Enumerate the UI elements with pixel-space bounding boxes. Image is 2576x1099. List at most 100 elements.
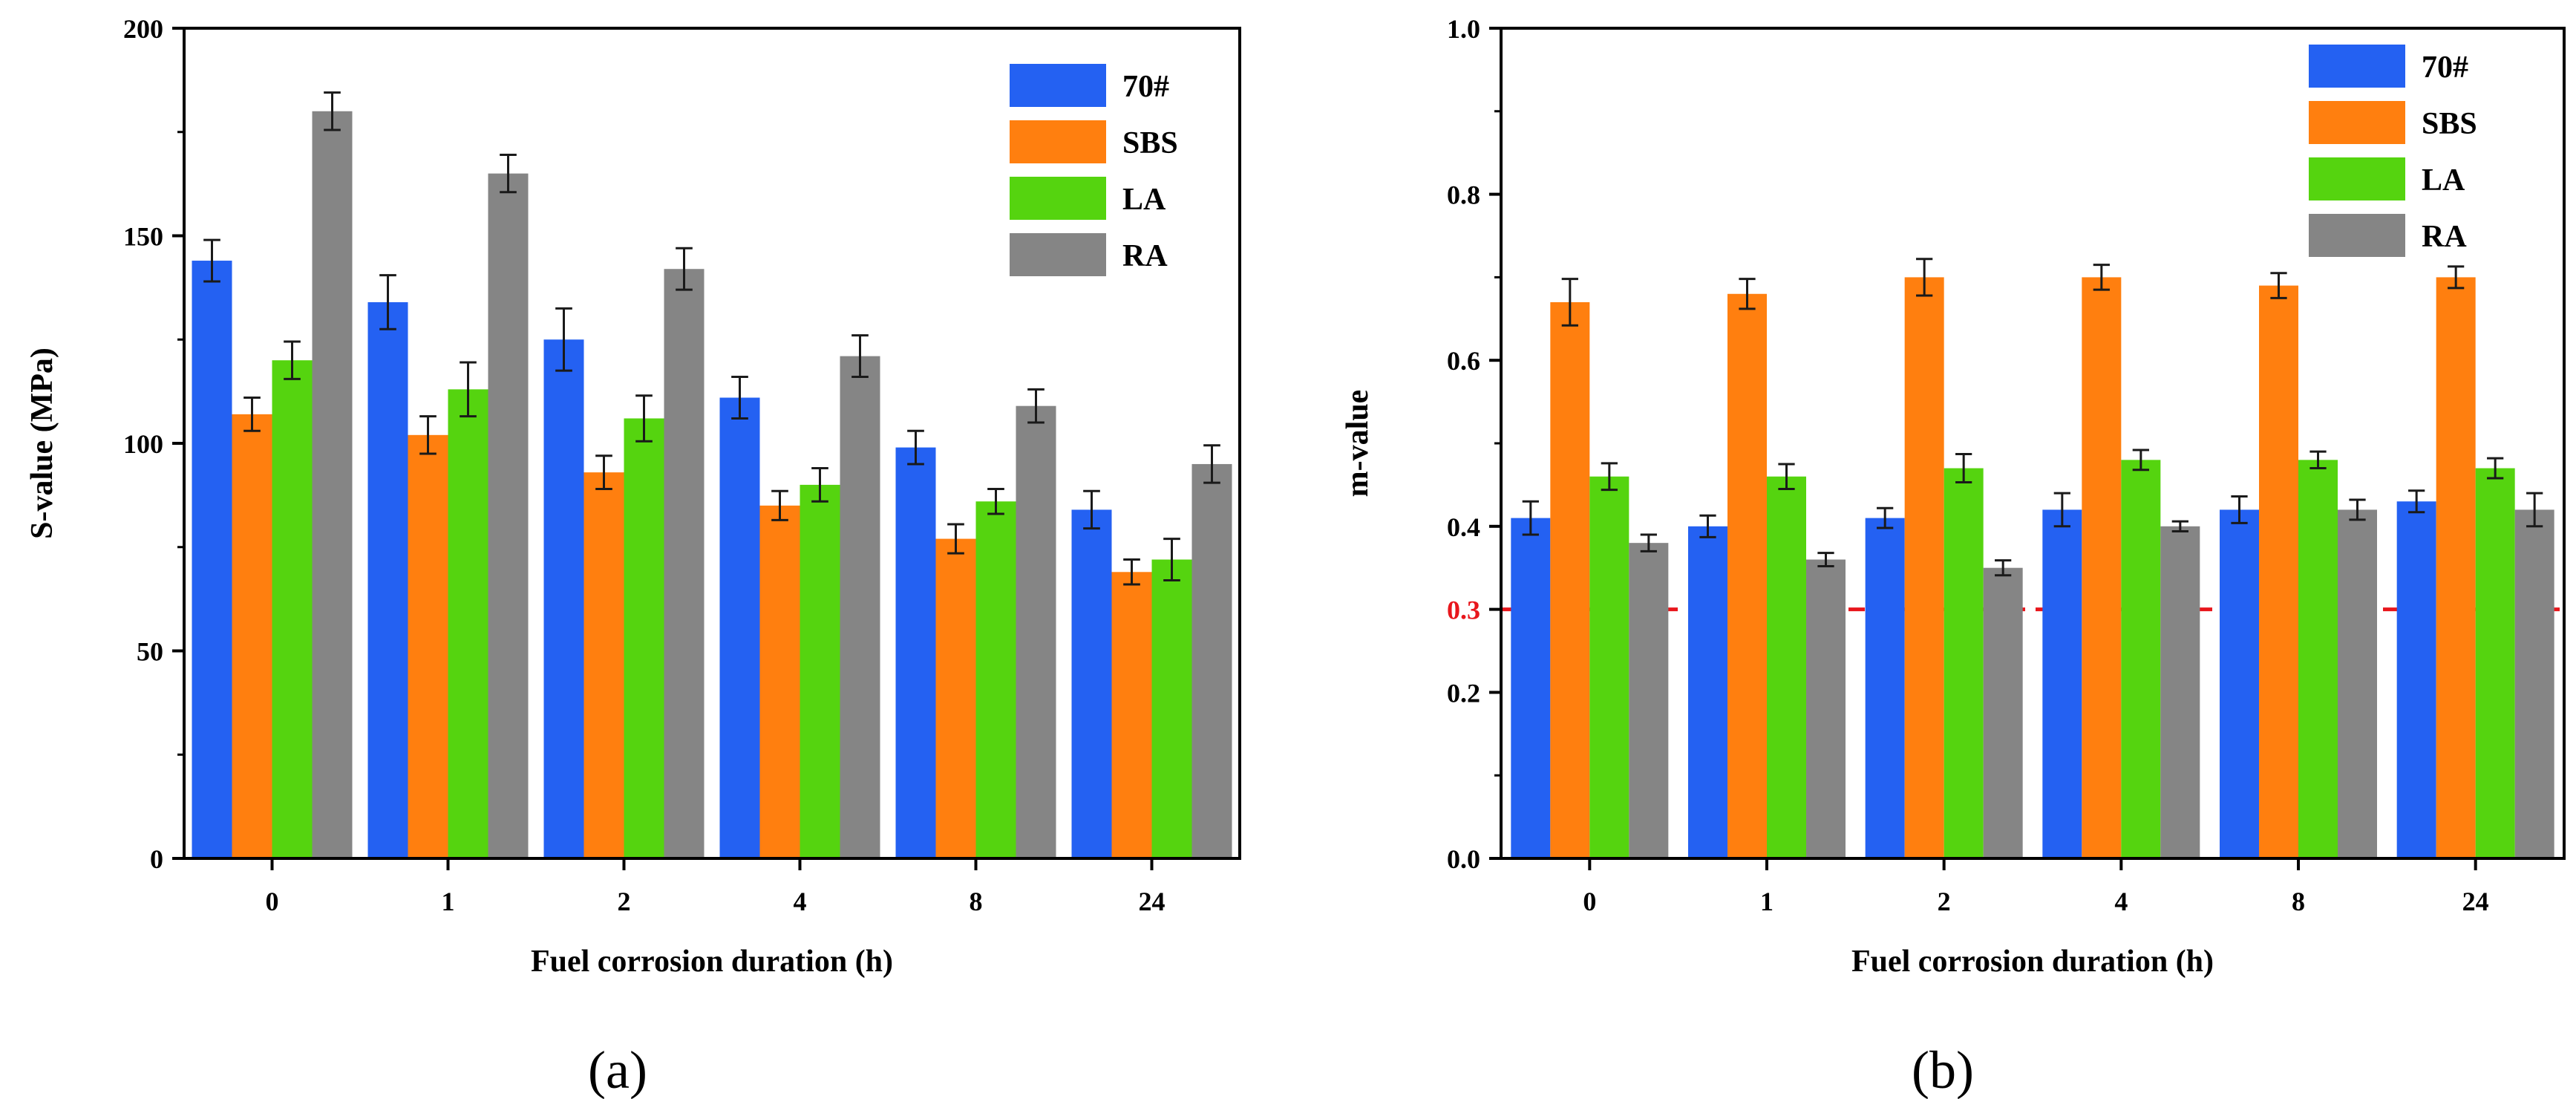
panel-b: 0 1 2 4 8 240.00.20.40.60.81.00.3 m-value Fue… [1341,14,2566,1099]
panel-a-bar [719,397,760,858]
panel-a-error-bar [595,454,612,490]
panel-a-bar [583,472,624,858]
panel-b-bar [2338,509,2377,858]
panel-a-bar [272,360,313,858]
panel-a-x-tick-label: 0 [266,887,279,916]
panel-b-bar [2121,460,2161,858]
panel-a-legend-swatch [1010,233,1106,276]
panel-b-bar [2160,526,2200,858]
panel-b-error-bar [2171,520,2188,533]
panel-a-bar [1111,572,1152,858]
panel-a-error-bar [1083,489,1100,530]
panel-b-label: (b) [1912,1040,1974,1099]
panel-a-bar [543,339,584,858]
panel-a-legend-label: 70# [1122,70,1169,104]
panel-b-reference-label: 0.3 [1447,596,1480,625]
panel-a-error-bar [500,153,517,194]
panel-b-y-tick-label: 0.4 [1447,512,1480,542]
panel-b-legend-label: RA [2422,220,2467,254]
panel-a-x-tick-label: 8 [970,887,983,916]
panel-b-x-tick-label: 4 [2114,887,2128,916]
panel-b-bar [2259,285,2298,859]
panel-a-error-bar [1027,388,1045,424]
panel-a-legend-label: SBS [1122,126,1178,160]
panel-b-x-tick-label: 2 [1938,887,1951,916]
panel-b-error-bar [1739,278,1756,310]
panel-b-legend-label: SBS [2422,107,2477,141]
panel-a-legend-swatch [1010,64,1106,107]
panel-b-error-bar [2270,272,2287,299]
panel-a-x-tick-label: 1 [442,887,455,916]
panel-a-error-bar [203,238,220,283]
panel-b-bar [1589,476,1629,858]
panel-a-x-tick-label: 4 [794,887,807,916]
panel-b-bar [1511,518,1551,858]
panel-b-legend-swatch [2309,45,2405,88]
panel-a-error-bar [987,487,1004,515]
panel-b-bar [1865,518,1905,858]
panel-a-y-tick-label: 50 [137,637,163,667]
panel-b-error-bar [1640,533,1657,552]
panel-b-legend-swatch [2309,101,2405,144]
panel-a-legend-swatch [1010,177,1106,220]
panel-a-error-bar [419,415,437,455]
panel-a-bar [975,501,1016,858]
panel-b-error-bar [1522,500,1539,536]
panel-a-bars [192,91,1232,859]
panel-b-bar [2475,468,2515,858]
panel-a-bar [232,414,272,858]
panel-a-legend-swatch [1010,120,1106,163]
panel-a-bar [408,434,448,858]
panel-a-x-axis-title: Fuel corrosion duration (h) [531,945,893,979]
panel-b-bar [1550,301,1590,858]
panel-b-x-tick-label: 24 [2462,887,2489,916]
panel-a-bar [448,389,488,858]
panel-b-bar [2220,509,2259,858]
panel-b-bar [1944,468,1984,858]
panel-a-bar [664,269,705,859]
panel-b-bar [2514,509,2554,858]
panel-b-bar [2396,501,2436,858]
panel-b-y-tick-label: 0.0 [1447,844,1480,874]
panel-b-error-bar [2448,265,2465,290]
panel-b-error-bar [1995,559,2012,577]
panel-a-bar [312,111,353,859]
panel-b-error-bar [1916,258,1933,297]
panel-b-error-bar [2408,489,2425,514]
panel-a-error-bar [771,489,788,521]
panel-b-y-axis-title: m-value [1341,390,1375,498]
panel-a-bar [840,356,880,858]
panel-a-error-bar [555,307,572,372]
panel-b-x-tick-label: 0 [1583,887,1596,916]
panel-b-bar [1806,559,1846,858]
panel-b-y-tick-label: 0.2 [1447,678,1480,708]
panel-b-legend-label: LA [2422,163,2465,198]
panel-a-error-bar [1203,444,1220,484]
panel-b-error-bar [2132,449,2149,472]
panel-b-bar [1688,526,1727,858]
panel-a-error-bar [731,376,748,420]
panel-b-error-bar [2093,264,2110,291]
panel-a-error-bar [851,334,869,379]
panel-a-error-bar [811,467,828,503]
panel-b-error-bar [2526,492,2543,528]
panel-b-bar [1767,476,1806,858]
panel-b-legend-label: 70# [2422,50,2468,85]
panel-a-bar [192,261,232,858]
panel-b-y-tick-label: 1.0 [1447,14,1480,44]
panel-b-error-bar [1561,278,1578,327]
panel-a-y-tick-label: 200 [123,14,163,44]
panel-a-error-bar [907,429,924,466]
panel-a-bar [1191,463,1232,858]
panel-a-error-bar [284,340,301,380]
panel-b-x-tick-label: 8 [2292,887,2305,916]
panel-b-error-bar [2053,492,2070,528]
panel-a-bar [624,418,664,858]
panel-b-x-tick-label: 1 [1760,887,1774,916]
panel-b-error-bar [1778,463,1795,490]
panel-b-bar [1629,543,1669,858]
panel-a-error-bar [676,247,693,291]
